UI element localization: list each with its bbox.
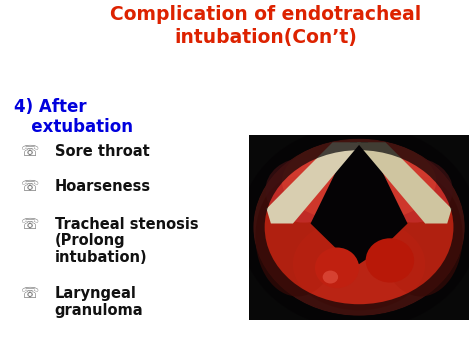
Ellipse shape — [315, 247, 359, 288]
Ellipse shape — [323, 271, 338, 284]
Bar — [249, 135, 469, 320]
Text: Laryngeal
granuloma: Laryngeal granuloma — [55, 286, 143, 318]
Text: 4) After
   extubation: 4) After extubation — [14, 98, 133, 136]
Polygon shape — [357, 142, 452, 224]
Ellipse shape — [253, 138, 465, 316]
Text: Tracheal stenosis
(Prolong
intubation): Tracheal stenosis (Prolong intubation) — [55, 217, 198, 265]
Polygon shape — [310, 142, 408, 264]
Text: ☏: ☏ — [21, 179, 40, 194]
Ellipse shape — [375, 158, 453, 223]
Ellipse shape — [255, 176, 339, 296]
Text: ☏: ☏ — [21, 286, 40, 301]
Ellipse shape — [282, 140, 436, 223]
Text: Hoarseness: Hoarseness — [55, 179, 151, 194]
Ellipse shape — [365, 238, 414, 283]
Ellipse shape — [265, 158, 343, 223]
Text: Complication of endotracheal
intubation(Con’t): Complication of endotracheal intubation(… — [110, 5, 421, 47]
Text: ☏: ☏ — [21, 144, 40, 159]
Polygon shape — [266, 142, 361, 224]
Ellipse shape — [379, 176, 463, 296]
Ellipse shape — [293, 218, 425, 310]
Text: Sore throat: Sore throat — [55, 144, 149, 159]
Text: ☏: ☏ — [21, 217, 40, 231]
